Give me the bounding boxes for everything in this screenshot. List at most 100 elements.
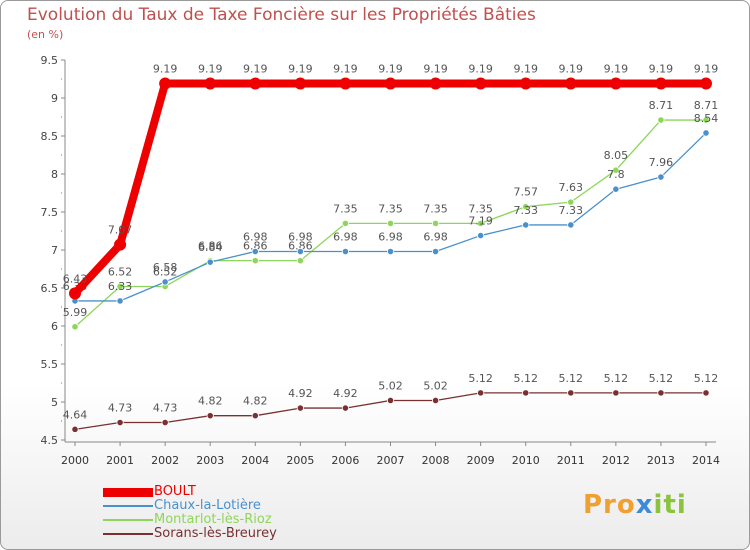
y-tick-label: 7.5 [41, 206, 59, 219]
data-label: 9.19 [559, 63, 584, 76]
data-point [296, 257, 304, 265]
data-point [249, 77, 262, 90]
data-point [567, 221, 575, 229]
data-label: 5.12 [694, 372, 719, 385]
data-label: 7.35 [468, 202, 493, 215]
data-point [474, 77, 487, 90]
data-label: 9.19 [378, 63, 403, 76]
x-tick-label: 2000 [61, 454, 89, 467]
legend-swatch [103, 487, 153, 497]
data-point [702, 116, 710, 124]
data-label: 7.35 [378, 202, 403, 215]
data-label: 6.52 [153, 265, 178, 278]
data-label: 6.58 [153, 261, 178, 274]
data-label: 7.35 [423, 202, 448, 215]
data-label: 4.73 [108, 402, 133, 415]
data-point [612, 185, 620, 193]
data-point [341, 219, 350, 227]
data-label: 9.19 [333, 63, 358, 76]
data-label: 4.92 [288, 387, 313, 400]
data-label: 6.86 [198, 240, 223, 253]
y-tick-label: 6.5 [41, 282, 59, 295]
data-label: 4.92 [333, 387, 358, 400]
y-tick-label: 8 [51, 168, 58, 181]
x-tick-label: 2009 [467, 454, 495, 467]
logo-part-3: iti [653, 490, 687, 520]
legend-label: Sorans-lès-Breurey [154, 526, 277, 541]
x-tick-label: 2001 [106, 454, 134, 467]
data-point [567, 198, 575, 206]
data-label: 7.96 [649, 156, 674, 169]
x-tick-label: 2011 [557, 454, 585, 467]
y-tick-label: 4.5 [41, 434, 59, 447]
data-point [251, 412, 259, 420]
data-label: 6.43 [63, 272, 88, 285]
data-label: 4.73 [153, 402, 178, 415]
data-label: 7.07 [108, 224, 133, 237]
y-tick-label: 7 [51, 244, 58, 257]
data-point [114, 238, 127, 251]
data-label: 5.99 [63, 306, 88, 319]
data-point [612, 166, 620, 174]
data-point [159, 77, 172, 90]
x-tick-label: 2007 [377, 454, 405, 467]
data-label: 7.35 [333, 202, 358, 215]
x-tick-label: 2006 [331, 454, 359, 467]
data-point [657, 389, 665, 397]
data-label: 7.19 [468, 215, 493, 228]
data-label: 4.82 [198, 395, 223, 408]
data-label: 9.19 [513, 63, 538, 76]
data-label: 7.33 [513, 204, 538, 217]
data-label: 5.12 [559, 372, 584, 385]
data-label: 9.19 [468, 63, 493, 76]
data-label: 7.57 [513, 186, 538, 199]
legend-swatch [103, 505, 153, 507]
data-point [206, 258, 214, 266]
data-label: 9.19 [153, 63, 178, 76]
x-tick-label: 2014 [692, 454, 720, 467]
legend-swatch [103, 533, 153, 535]
data-point [116, 282, 124, 291]
x-tick-label: 2004 [241, 454, 269, 467]
data-point [431, 219, 440, 227]
data-point [206, 412, 214, 420]
data-point [702, 389, 710, 397]
data-label: 9.19 [604, 63, 629, 76]
data-label: 7.63 [559, 181, 584, 194]
proxiti-logo: Proxiti [583, 490, 687, 520]
data-point [116, 297, 124, 305]
data-label: 5.12 [513, 372, 538, 385]
data-point [477, 231, 485, 240]
data-point [296, 247, 304, 256]
data-point [161, 278, 169, 286]
data-point [69, 287, 81, 300]
data-label: 4.82 [243, 395, 268, 408]
data-point [657, 116, 665, 124]
data-point [251, 257, 259, 265]
legend-label: Montarlot-lès-Rioz [154, 512, 272, 527]
data-point [702, 129, 710, 137]
y-tick-label: 9 [51, 92, 58, 105]
legend-label: Chaux-la-Lotière [154, 498, 261, 513]
data-point [609, 77, 622, 90]
data-point [657, 173, 665, 181]
data-label: 5.12 [604, 372, 629, 385]
x-tick-label: 2002 [151, 454, 179, 467]
data-point [431, 247, 440, 256]
data-point [564, 77, 577, 90]
data-label: 8.05 [604, 149, 629, 162]
data-label: 6.98 [333, 231, 358, 244]
data-label: 7.33 [559, 204, 584, 217]
data-label: 6.84 [198, 241, 223, 254]
x-tick-label: 2003 [196, 454, 224, 467]
data-point [251, 247, 259, 256]
data-label: 6.52 [108, 265, 133, 278]
data-point [71, 323, 79, 331]
y-tick-label: 8.5 [41, 130, 59, 143]
data-point [477, 389, 485, 397]
data-point [386, 396, 395, 405]
data-label: 9.19 [288, 63, 313, 76]
logo-part-2: x [635, 490, 654, 520]
